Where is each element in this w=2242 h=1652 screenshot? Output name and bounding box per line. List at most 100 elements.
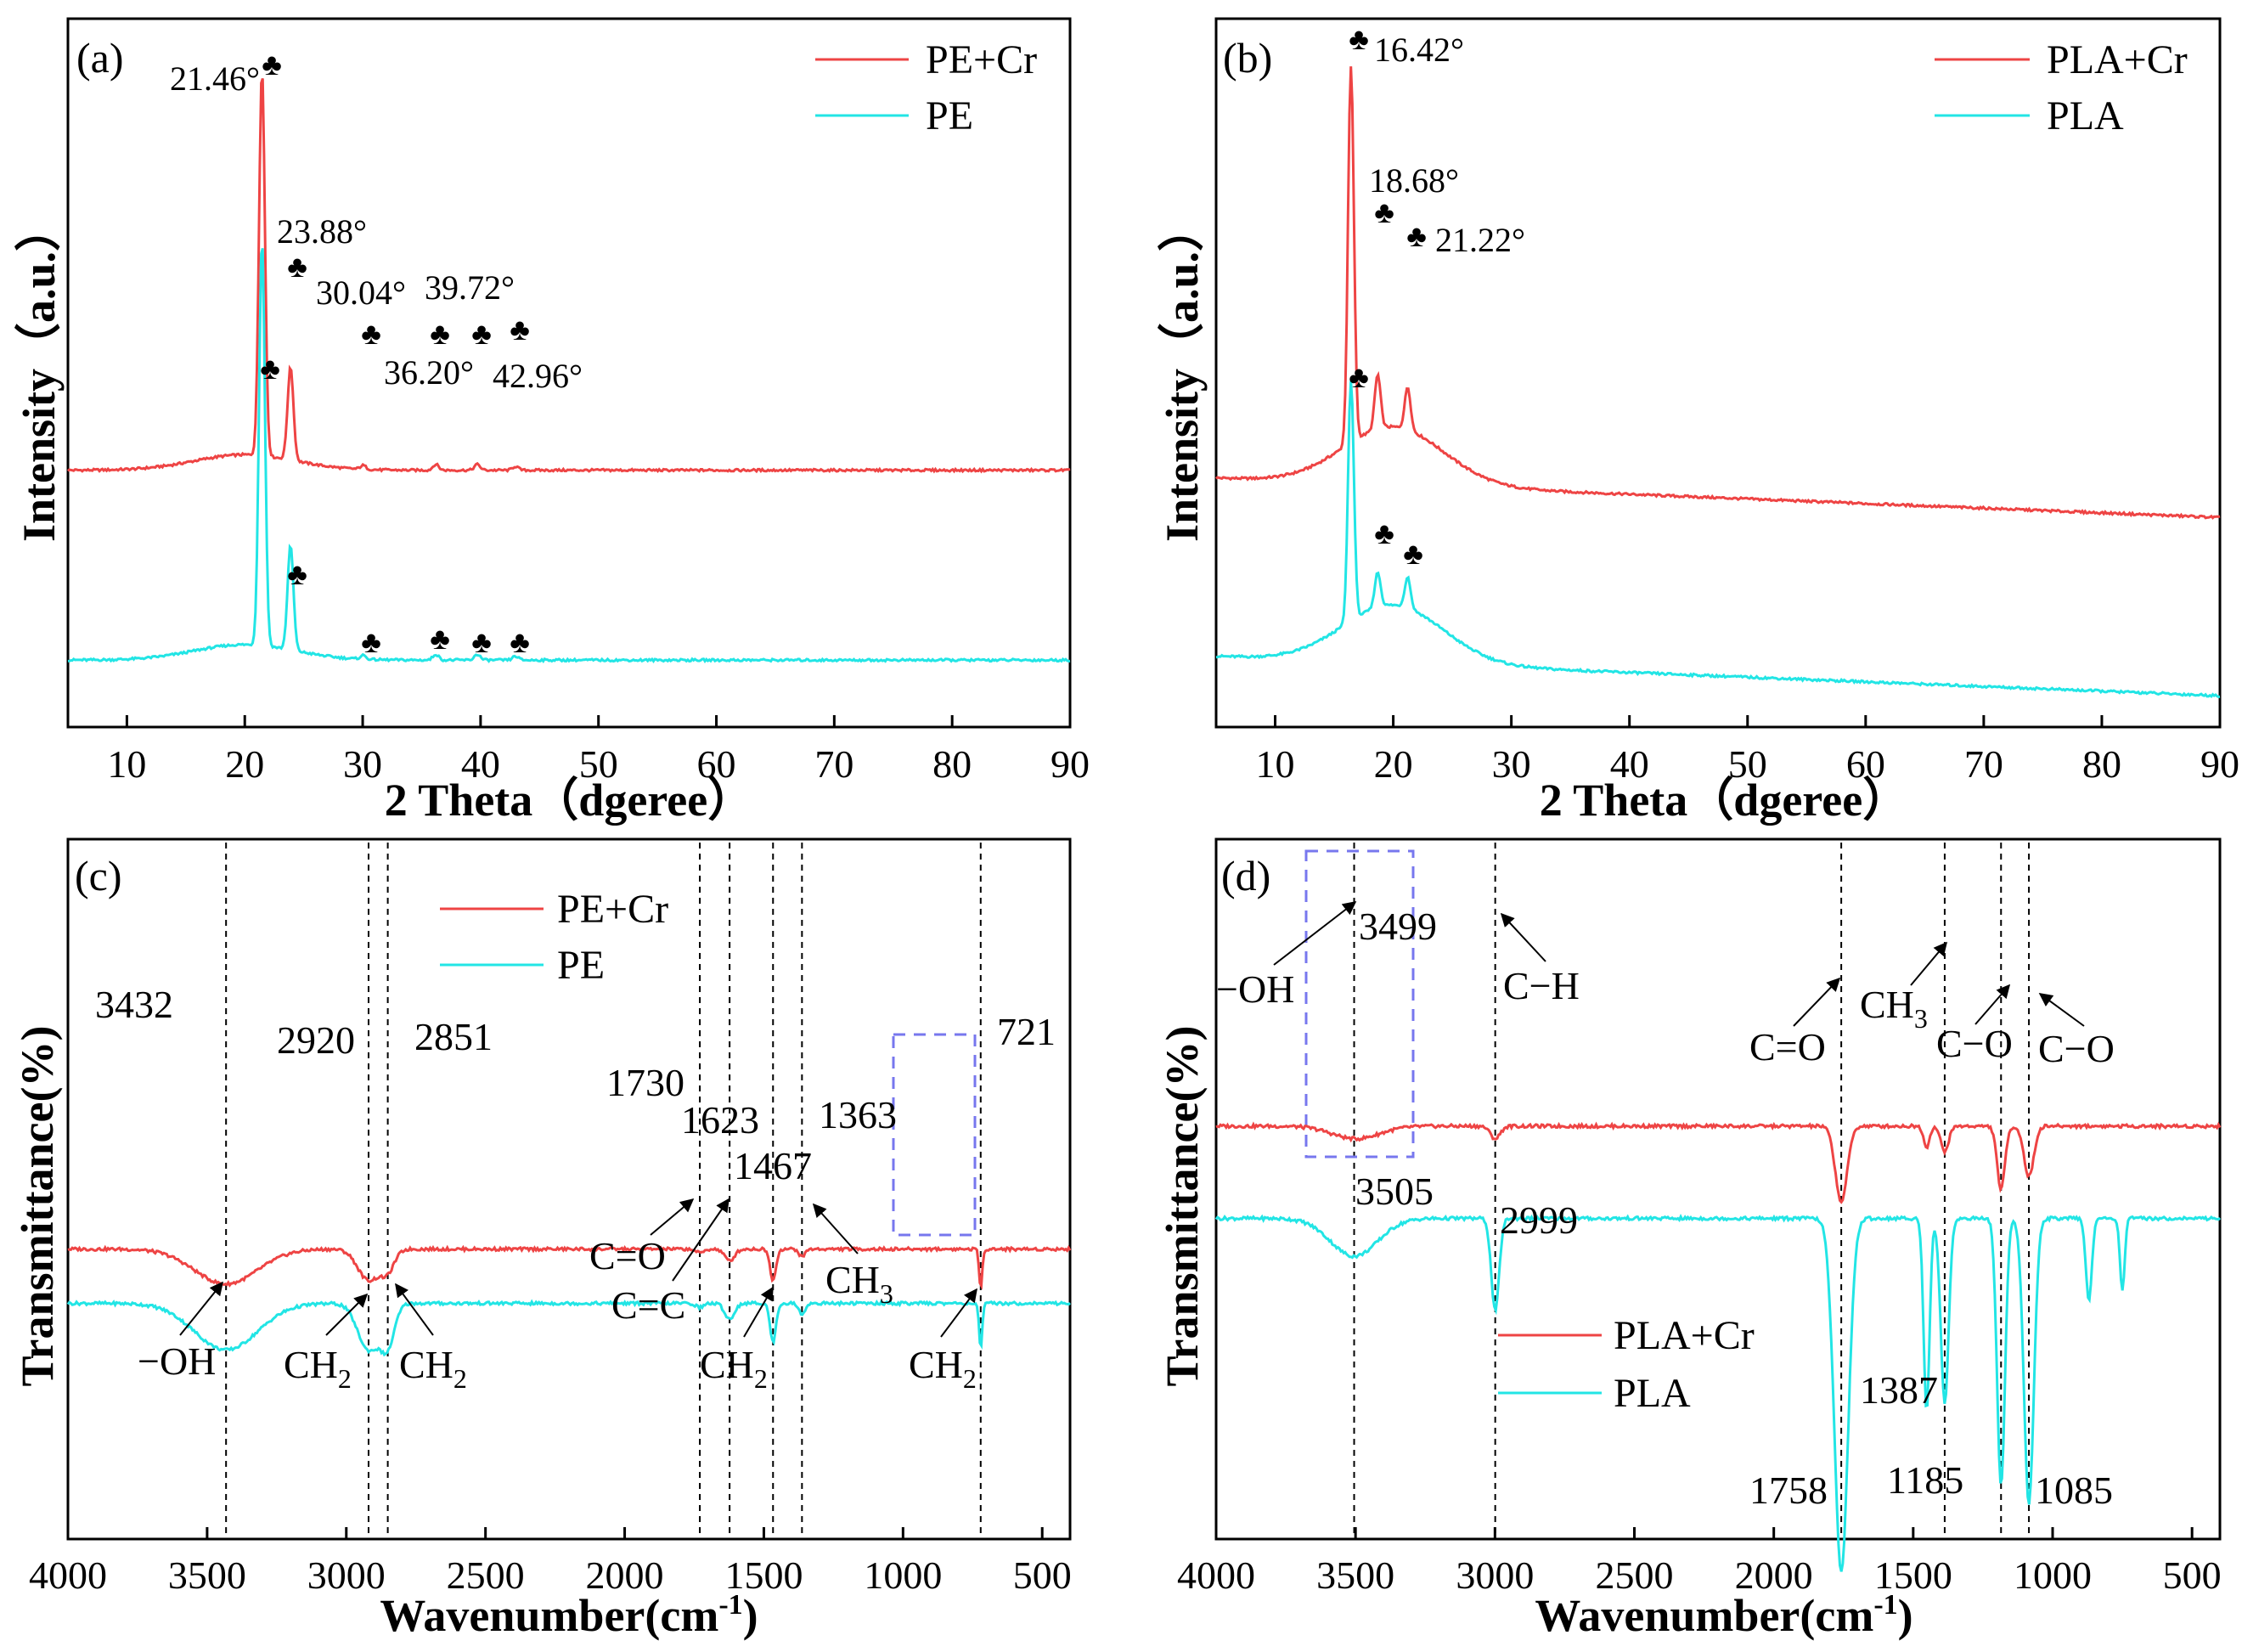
band-number: 1730 (606, 1061, 684, 1104)
annotation-arrow (2038, 993, 2085, 1027)
group-label-ch2: CH2 (284, 1343, 352, 1394)
band-number: 2920 (277, 1018, 355, 1062)
panel-label-d: (d) (1221, 852, 1270, 899)
x-tick-label: 1000 (864, 1553, 942, 1597)
panel-label-a: (a) (76, 34, 124, 82)
guide-lines-d (1353, 843, 2031, 1537)
annotation-arrow (1500, 912, 1546, 962)
peak-marker-a: ♣ (471, 625, 492, 659)
peak-label-30-04: 30.04° (316, 273, 406, 312)
peak-label-42-96: 42.96° (493, 357, 583, 395)
x-tick-label: 500 (2163, 1553, 2222, 1597)
annotation-arrow (1910, 941, 1948, 986)
band-number: 721 (997, 1010, 1056, 1053)
series-group-a (66, 77, 1071, 664)
peak-marker-a: ♣ (361, 317, 381, 351)
peak-marker-a: ♣ (510, 625, 530, 659)
legend-label-pe-c: PE (557, 943, 605, 988)
peak-marker-a: ♣ (510, 313, 530, 347)
legend-label-pe-cr-c: PE+Cr (557, 887, 668, 932)
series-line-pla (1215, 381, 2221, 698)
group-label-ch3-d: CH3 (1860, 983, 1928, 1034)
band-number: 1467 (734, 1144, 812, 1187)
peak-marker-b: ♣ (1349, 22, 1369, 56)
band-number: 3505 (1355, 1170, 1434, 1213)
band-number: 2851 (414, 1015, 493, 1058)
band-number: 1085 (2035, 1469, 2113, 1512)
group-label-ch2: CH2 (399, 1343, 467, 1394)
legend-label-pe: PE (926, 93, 973, 138)
x-tick-label: 90 (2200, 742, 2239, 786)
x-tick-label: 50 (579, 742, 618, 786)
panel-d: (d) 4000 3500 3000 2500 2000 1500 1000 500 Wave… (1157, 837, 2222, 1641)
peak-marker-a: ♣ (260, 352, 280, 386)
x-tick-label: 40 (461, 742, 500, 786)
peak-marker-b: ♣ (1374, 516, 1394, 550)
series-line-pla-cr (1215, 66, 2221, 520)
x-tick-label: 3000 (1456, 1553, 1534, 1597)
x-axis-title-b: 2 Theta（dgeree） (1540, 775, 1908, 826)
peak-marker-a: ♣ (262, 48, 282, 82)
x-tick-label: 60 (697, 742, 736, 786)
x-tick-label: 4000 (29, 1553, 107, 1597)
group-label-c-o-d: C=O (1749, 1025, 1826, 1068)
peak-marker-b: ♣ (1349, 360, 1369, 394)
group-label-oh-d: −OH (1216, 967, 1294, 1011)
peak-marker-a: ♣ (471, 317, 492, 351)
band-number: 3499 (1359, 905, 1437, 948)
x-ticks-c: 4000 3500 3000 2500 2000 1500 1000 500 (29, 1527, 1072, 1597)
x-axis-title-a: 2 Theta（dgeree） (385, 775, 753, 826)
band-number: 1387 (1860, 1368, 1938, 1412)
peak-label-39-72: 39.72° (425, 268, 515, 307)
x-tick-label: 60 (1846, 742, 1885, 786)
x-tick-label: 80 (2082, 742, 2121, 786)
guide-lines-c (225, 843, 982, 1537)
x-ticks-d: 4000 3500 3000 2500 2000 1500 1000 500 (1177, 1527, 2222, 1597)
x-tick-label: 3000 (307, 1553, 386, 1597)
x-tick-label: 4000 (1177, 1553, 1255, 1597)
group-label-oh-c: −OH (138, 1339, 216, 1383)
group-label-ch2: CH2 (909, 1343, 977, 1394)
y-axis-title-b: Intensity（a.u.） (1157, 206, 1208, 542)
x-tick-label: 3500 (1316, 1553, 1394, 1597)
peak-label-18-68: 18.68° (1369, 161, 1459, 200)
peak-marker-a: ♣ (361, 625, 381, 659)
peak-label-23-88: 23.88° (277, 212, 367, 251)
group-label-c-o-c: C=O (589, 1234, 666, 1277)
annotation-arrow (1273, 901, 1357, 966)
peak-marker-a: ♣ (430, 317, 450, 351)
x-tick-label: 90 (1051, 742, 1090, 786)
plot-frame-c (66, 837, 1072, 1541)
band-number: 1185 (1887, 1458, 1963, 1502)
panel-label-c: (c) (75, 852, 122, 899)
x-ticks-a: 10 20 30 40 50 60 70 80 90 (107, 715, 1090, 786)
y-axis-title-c: Transmittance(%) (12, 1026, 63, 1387)
peak-marker-b: ♣ (1406, 219, 1427, 253)
annotation-arrow (1793, 977, 1841, 1027)
annotation-arrow (1974, 984, 2011, 1025)
highlight-box-c (892, 1033, 977, 1237)
x-tick-label: 3500 (168, 1553, 246, 1597)
x-tick-label: 70 (1964, 742, 2003, 786)
annotation-arrow (672, 1198, 729, 1282)
x-ticks-b: 10 20 30 40 50 60 70 80 90 (1256, 715, 2239, 786)
x-tick-label: 2000 (1735, 1553, 1813, 1597)
peak-marker-b: ♣ (1403, 537, 1423, 571)
x-tick-label: 2500 (1596, 1553, 1674, 1597)
x-tick-label: 70 (814, 742, 853, 786)
x-tick-label: 80 (932, 742, 972, 786)
x-tick-label: 10 (107, 742, 146, 786)
x-tick-label: 50 (1728, 742, 1767, 786)
annotation-arrow (743, 1286, 774, 1338)
x-tick-label: 30 (1492, 742, 1531, 786)
series-group-c (66, 1244, 1072, 1357)
annotation-arrow (395, 1283, 434, 1336)
x-tick-label: 2000 (586, 1553, 664, 1597)
group-label-c-c: C=C (611, 1283, 685, 1327)
band-number: 3432 (95, 983, 173, 1026)
x-axis-title-c: Wavenumber(cm-1) (380, 1589, 758, 1641)
peak-marker-b: ♣ (1374, 195, 1394, 229)
band-number: 1623 (681, 1098, 759, 1142)
peak-label-21-46: 21.46° (170, 59, 260, 98)
